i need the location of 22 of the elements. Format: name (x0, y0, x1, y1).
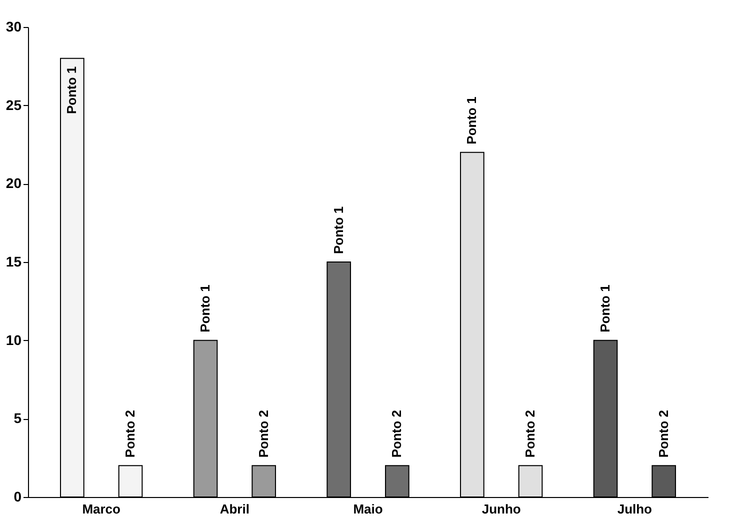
y-tick-label: 20 (6, 175, 22, 192)
y-tick-label: 5 (14, 410, 22, 426)
text: Ponto 2 (122, 410, 138, 458)
series-label: Ponto 1 (64, 66, 80, 114)
text: Ponto 2 (256, 410, 271, 458)
text: Ponto 1 (330, 206, 346, 254)
y-tick-label: 0 (14, 488, 22, 504)
x-tick-label: Marco (82, 502, 121, 516)
y-tick-label: 25 (6, 96, 22, 113)
text: Ponto 2 (522, 410, 538, 458)
text: Ponto 1 (464, 96, 480, 144)
y-tick-label: 15 (6, 254, 22, 270)
text: Ponto 1 (198, 284, 212, 332)
x-tick-label: Julho (617, 502, 652, 516)
text: Ponto 2 (656, 410, 671, 458)
text: Ponto 2 (389, 410, 404, 458)
x-tick-label: Junho (482, 502, 521, 516)
y-tick-label: 10 (6, 332, 22, 348)
x-tick-label: Abril (220, 502, 250, 516)
x-tick-label: Maio (353, 502, 383, 516)
y-tick-label: 30 (6, 18, 22, 34)
text: Ponto 1 (598, 284, 612, 332)
